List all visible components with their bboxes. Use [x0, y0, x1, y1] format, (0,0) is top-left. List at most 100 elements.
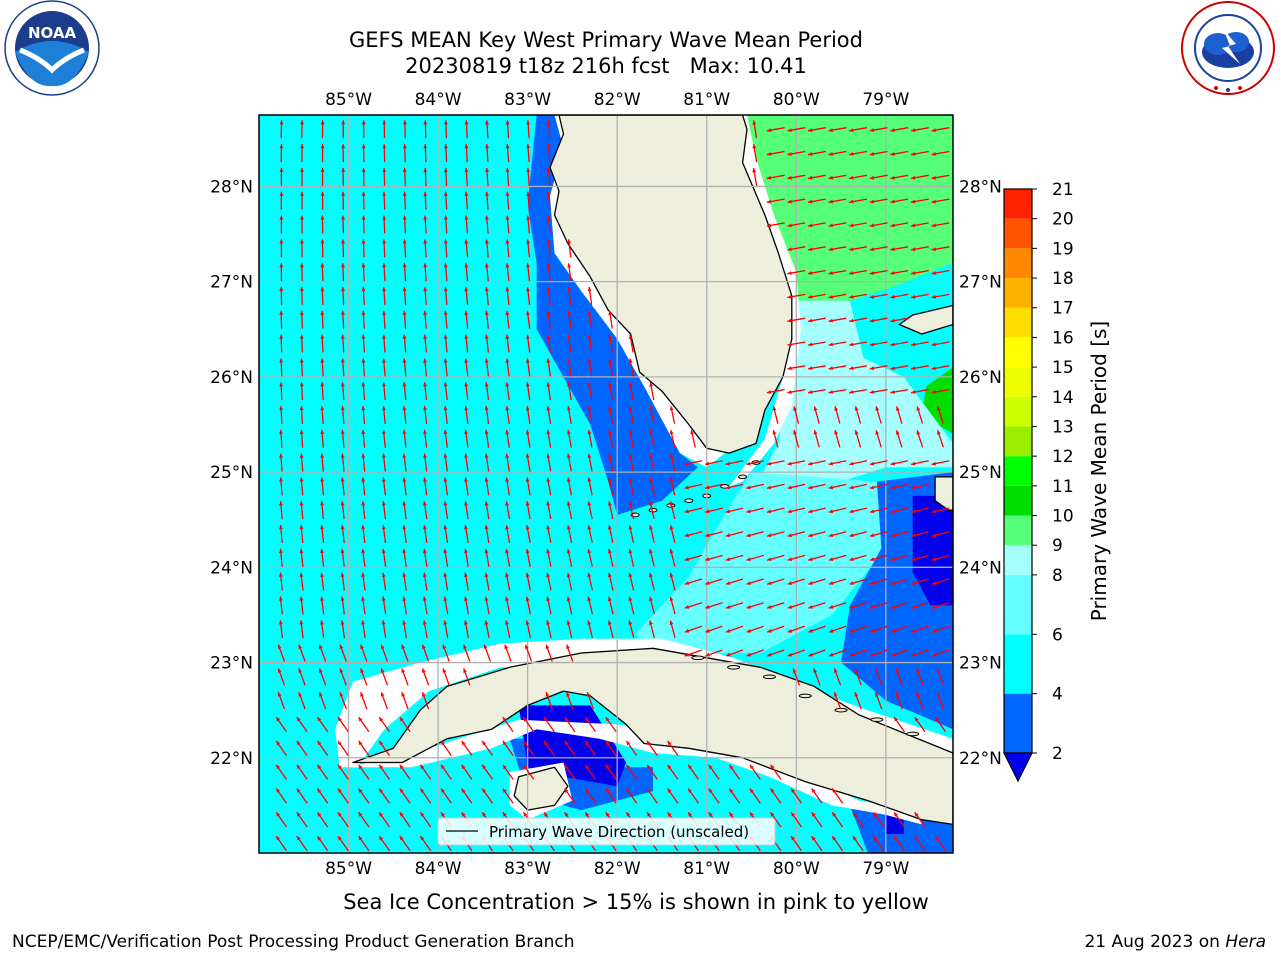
direction-arrow-head [684, 557, 690, 561]
direction-arrow [546, 144, 551, 163]
direction-arrow [525, 382, 531, 401]
direction-arrow [546, 525, 552, 543]
direction-arrow [299, 453, 304, 472]
direction-arrow [361, 477, 366, 496]
direction-arrow-head [340, 358, 345, 363]
direction-arrow-head [669, 549, 674, 554]
direction-arrow-head [525, 358, 530, 363]
direction-arrow-head [849, 366, 854, 371]
direction-arrow [854, 406, 862, 424]
direction-arrow-head [770, 812, 775, 817]
direction-arrow [752, 144, 758, 163]
direction-arrow-head [766, 461, 772, 466]
direction-arrow-head [669, 501, 674, 506]
direction-arrow [546, 405, 552, 424]
direction-arrow [443, 620, 449, 639]
direction-arrow [849, 483, 868, 490]
direction-arrow-head [298, 644, 303, 649]
direction-arrow [914, 835, 926, 852]
direction-arrow [705, 602, 723, 609]
direction-arrow-head [361, 215, 366, 220]
direction-arrow [526, 120, 531, 139]
direction-arrow-head [358, 764, 363, 770]
direction-arrow [849, 578, 867, 585]
direction-arrow-head [787, 318, 792, 323]
direction-arrow [869, 388, 888, 394]
direction-arrow [813, 406, 820, 424]
direction-arrow-head [566, 501, 571, 506]
direction-arrow-head [320, 525, 324, 530]
direction-arrow-head [505, 215, 510, 220]
direction-arrow-head [931, 175, 936, 180]
direction-arrow-head [585, 788, 590, 793]
direction-arrow [380, 644, 389, 662]
direction-arrow-head [422, 525, 427, 530]
direction-arrow-head [626, 740, 631, 746]
direction-arrow-head [505, 310, 510, 315]
direction-arrow [566, 477, 573, 496]
direction-arrow [485, 167, 489, 186]
direction-arrow [279, 382, 284, 401]
direction-arrow [787, 602, 806, 609]
direction-arrow-head [869, 390, 875, 394]
direction-arrow-head [461, 788, 466, 793]
direction-arrow-head [505, 596, 509, 601]
direction-arrow [340, 596, 345, 615]
direction-arrow-head [402, 239, 407, 244]
direction-arrow-head [381, 620, 386, 625]
direction-arrow-head [381, 429, 386, 434]
direction-arrow-head [690, 430, 695, 435]
direction-arrow-head [931, 247, 936, 252]
direction-arrow-head [708, 788, 713, 793]
direction-arrow [807, 388, 826, 394]
direction-arrow-head [300, 215, 304, 220]
direction-arrow-head [566, 549, 571, 554]
direction-arrow [828, 222, 847, 228]
direction-arrow [546, 501, 552, 520]
direction-arrow-head [296, 717, 301, 722]
direction-arrow-head [341, 144, 346, 149]
direction-arrow-head [276, 836, 281, 841]
direction-arrow [299, 620, 304, 639]
direction-arrow-head [808, 366, 813, 371]
direction-arrow [910, 293, 929, 299]
direction-arrow [279, 144, 284, 163]
direction-arrow-head [628, 477, 633, 482]
direction-arrow-head [279, 191, 284, 196]
direction-arrow-head [382, 358, 386, 363]
direction-arrow [587, 310, 593, 329]
direction-arrow [787, 649, 806, 657]
x-tick-label-bottom: 83°W [504, 859, 551, 879]
direction-arrow-head [828, 581, 834, 585]
direction-arrow-head [461, 764, 466, 770]
direction-arrow [443, 215, 448, 234]
direction-arrow [936, 668, 945, 686]
direction-arrow [684, 507, 703, 514]
direction-arrow-head [849, 652, 855, 657]
direction-arrow [725, 602, 744, 609]
direction-arrow [646, 788, 658, 804]
direction-arrow [808, 602, 826, 609]
direction-arrow [849, 198, 868, 204]
direction-arrow-head [279, 286, 284, 291]
direction-arrow [522, 716, 535, 733]
direction-arrow-head [444, 120, 448, 125]
direction-arrow-head [279, 334, 284, 339]
direction-arrow [766, 150, 785, 156]
direction-arrow [684, 531, 703, 538]
direction-arrow-head [546, 453, 551, 458]
direction-arrow [910, 198, 929, 204]
direction-arrow [320, 620, 325, 639]
y-tick-label-left: 25°N [210, 463, 253, 483]
direction-arrow [849, 649, 867, 657]
direction-arrow-head [361, 191, 366, 196]
direction-arrow-head [752, 120, 757, 125]
direction-arrow [890, 317, 909, 323]
direction-arrow-head [895, 692, 900, 697]
direction-arrow-head [381, 525, 386, 530]
direction-arrow [318, 691, 327, 710]
direction-arrow-head [422, 572, 427, 577]
direction-arrow [299, 501, 304, 520]
direction-arrow-head [464, 548, 468, 554]
direction-arrow-head [279, 263, 284, 268]
